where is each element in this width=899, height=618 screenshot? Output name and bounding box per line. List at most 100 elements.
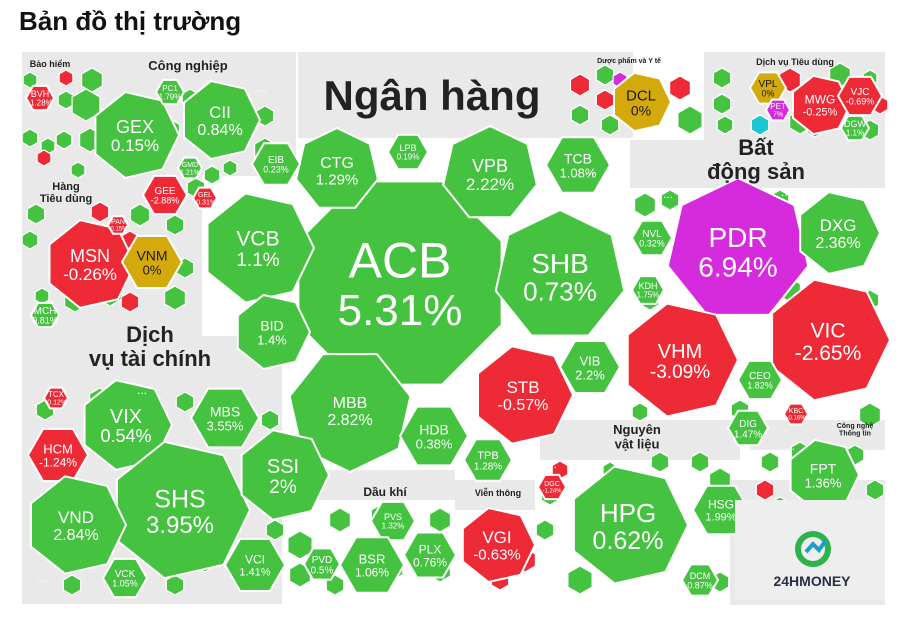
- stock-cell[interactable]: [55, 130, 73, 150]
- stock-cell[interactable]: [595, 89, 615, 111]
- stock-cell[interactable]: [329, 507, 351, 533]
- stock-cell[interactable]: [203, 165, 221, 185]
- stock-cell-vjc[interactable]: [836, 75, 884, 117]
- stock-cell-bvh[interactable]: [24, 84, 56, 112]
- stock-cell-mbs[interactable]: [189, 387, 261, 449]
- stock-cell[interactable]: [650, 451, 670, 473]
- more-marker[interactable]: ...: [663, 187, 673, 201]
- stock-cell[interactable]: [429, 507, 451, 533]
- stock-cell-vgi[interactable]: [461, 506, 537, 584]
- stock-cell[interactable]: [760, 451, 780, 473]
- stock-cell[interactable]: [165, 214, 185, 236]
- stock-cell[interactable]: [175, 391, 195, 413]
- stock-cell-hpg[interactable]: [572, 465, 690, 585]
- stock-cell[interactable]: [750, 114, 770, 136]
- stock-cell[interactable]: [71, 88, 101, 122]
- stock-cell[interactable]: [570, 104, 590, 126]
- stock-cell-eib[interactable]: [250, 142, 302, 186]
- stock-cell[interactable]: [265, 519, 285, 541]
- stock-cell[interactable]: [62, 574, 82, 596]
- stock-cell-mch[interactable]: [29, 301, 61, 329]
- stock-cell[interactable]: [631, 402, 649, 422]
- stock-cell-gee[interactable]: [141, 174, 189, 216]
- stock-cell-dgc[interactable]: [536, 473, 568, 501]
- stock-cell-gel[interactable]: [191, 186, 219, 210]
- stock-cell[interactable]: [58, 69, 74, 87]
- more-marker[interactable]: ...: [37, 571, 47, 585]
- stock-cell-dxg[interactable]: [799, 191, 882, 275]
- stock-cell-ceo[interactable]: [736, 359, 784, 401]
- stock-cell-bid[interactable]: [236, 293, 312, 371]
- stock-cell-pvs[interactable]: [369, 500, 417, 542]
- stock-cell[interactable]: [633, 192, 657, 218]
- stock-cell-hdb[interactable]: [398, 405, 470, 467]
- stock-cell[interactable]: [865, 479, 885, 501]
- stock-cell[interactable]: [677, 105, 703, 135]
- stock-cell-vhm[interactable]: [626, 302, 740, 418]
- more-marker[interactable]: ...: [547, 457, 557, 471]
- stock-cell[interactable]: [26, 203, 46, 225]
- stock-cell[interactable]: [120, 291, 140, 313]
- stock-cell[interactable]: [21, 230, 39, 250]
- stock-cell-cii[interactable]: [183, 79, 262, 161]
- more-marker[interactable]: ...: [257, 81, 267, 95]
- stock-cell-lpb[interactable]: [386, 133, 430, 171]
- stock-cell-stb[interactable]: [477, 345, 575, 445]
- stock-cell[interactable]: [712, 67, 732, 89]
- stock-cell-kbc[interactable]: [782, 402, 810, 426]
- stock-cell[interactable]: [21, 128, 39, 148]
- stock-cell-dcl[interactable]: [613, 71, 673, 133]
- stock-cell[interactable]: [716, 115, 734, 135]
- stock-cell-mwg[interactable]: [792, 74, 852, 136]
- stock-cell-dcm[interactable]: [680, 563, 720, 597]
- stock-cell[interactable]: [600, 114, 620, 136]
- stock-cell[interactable]: [22, 71, 38, 89]
- stock-cell-gex[interactable]: [94, 91, 181, 179]
- stock-cell[interactable]: [755, 479, 775, 501]
- stock-cell[interactable]: [668, 75, 692, 101]
- stock-cell-ctg[interactable]: [295, 126, 379, 209]
- stock-cell-dig[interactable]: [726, 409, 770, 447]
- stock-cell-pet[interactable]: [764, 98, 792, 122]
- stock-cell-vck[interactable]: [101, 557, 149, 599]
- stock-cell[interactable]: [595, 64, 615, 86]
- stock-cell[interactable]: [80, 67, 104, 93]
- stock-cell[interactable]: [90, 201, 110, 223]
- stock-cell-tcb[interactable]: [544, 136, 612, 194]
- more-marker[interactable]: ...: [781, 185, 791, 199]
- stock-cell-pvd[interactable]: [302, 547, 342, 581]
- stock-cell-vcb[interactable]: [206, 192, 316, 304]
- stock-cell-vib[interactable]: [558, 340, 622, 394]
- stock-cell[interactable]: [129, 203, 151, 227]
- stock-cell-pdr[interactable]: [666, 176, 810, 316]
- stock-cell[interactable]: [164, 285, 186, 311]
- more-marker[interactable]: ...: [585, 164, 595, 178]
- stock-cell-vic[interactable]: [771, 278, 892, 402]
- stock-cell[interactable]: [569, 73, 591, 97]
- stock-cell-nvl[interactable]: [630, 219, 674, 257]
- stock-cell[interactable]: [222, 159, 238, 177]
- stock-cell-vnd[interactable]: [30, 475, 128, 575]
- stock-cell[interactable]: [535, 519, 555, 541]
- stock-cell-vpb[interactable]: [442, 124, 538, 219]
- stock-cell[interactable]: [165, 574, 185, 596]
- stock-cell-tcx[interactable]: [42, 386, 70, 410]
- stock-cell-pc1[interactable]: [154, 78, 186, 106]
- stock-cell-dgw[interactable]: [839, 114, 871, 142]
- stock-cell-kdh[interactable]: [630, 275, 666, 305]
- stock-cell-gmd[interactable]: [176, 156, 204, 180]
- stock-cell[interactable]: [712, 93, 732, 115]
- stock-cell[interactable]: [567, 565, 593, 595]
- stock-cell[interactable]: [260, 409, 280, 431]
- stock-cell-vci[interactable]: [223, 538, 287, 592]
- more-marker[interactable]: ...: [785, 439, 795, 453]
- stock-cell-pan[interactable]: [106, 215, 130, 235]
- stock-cell-shb[interactable]: [494, 208, 626, 337]
- stock-cell[interactable]: [858, 402, 882, 428]
- stock-cell[interactable]: [287, 530, 313, 560]
- stock-cell-vnm[interactable]: [120, 235, 184, 289]
- stock-cell[interactable]: [36, 149, 52, 167]
- stock-cell-plx[interactable]: [402, 531, 458, 579]
- more-marker[interactable]: ...: [137, 383, 147, 397]
- stock-cell[interactable]: [70, 161, 86, 179]
